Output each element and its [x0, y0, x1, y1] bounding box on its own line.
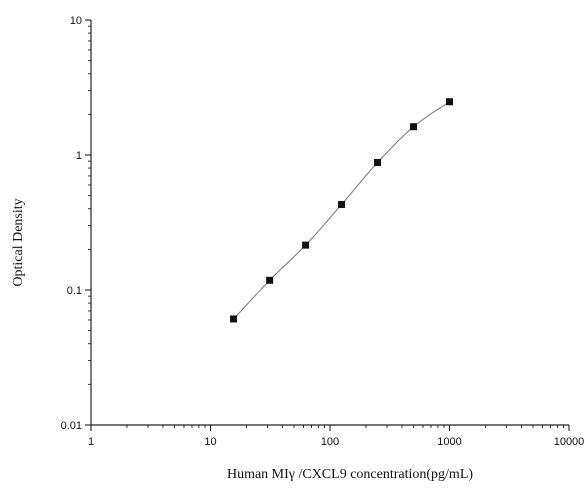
data-point: [266, 276, 274, 284]
x-tick-label: 100: [321, 436, 339, 448]
y-tick-label: 0.01: [61, 420, 82, 432]
x-axis-title: Human MIγ /CXCL9 concentration(pg/mL): [227, 467, 473, 482]
y-axis-title: Optical Density: [11, 198, 26, 286]
data-point: [302, 241, 310, 249]
data-point: [374, 158, 382, 166]
axis-tick-labels: 1 10 100 1000 10000 0.01 0.1 1 10: [61, 15, 585, 448]
data-point: [446, 98, 453, 106]
data-point: [230, 315, 238, 323]
x-tick-label: 1: [88, 436, 94, 448]
data-point: [410, 123, 418, 131]
y-tick-label: 1: [76, 150, 82, 162]
data-point: [338, 200, 346, 208]
y-tick-label: 0.1: [67, 285, 82, 297]
x-tick-label: 1000: [437, 436, 461, 448]
axis-ticks: [85, 19, 570, 431]
x-tick-label: 10: [204, 436, 216, 448]
x-tick-label: 10000: [554, 436, 585, 448]
data-points: [230, 98, 453, 323]
fit-curve: [233, 101, 450, 320]
y-tick-label: 10: [70, 15, 82, 27]
